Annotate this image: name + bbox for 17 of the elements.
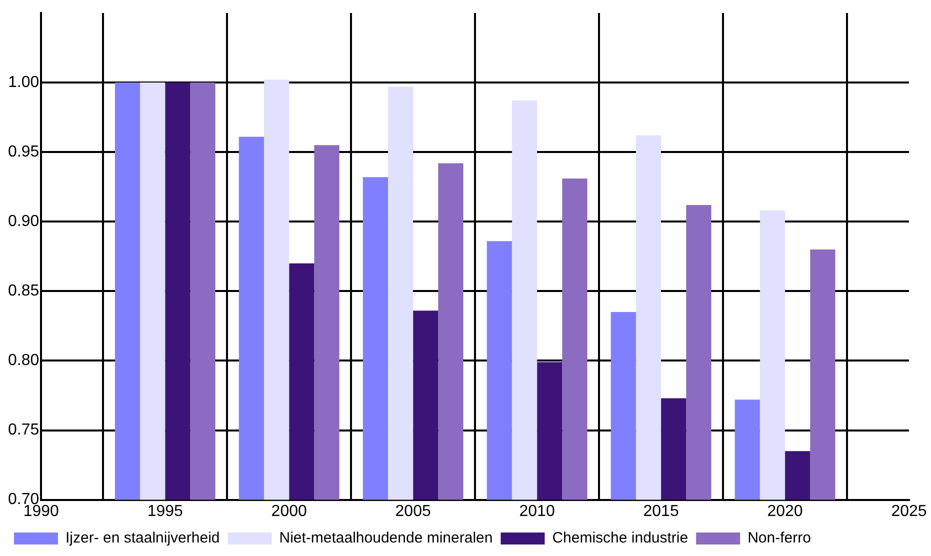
legend-label: Niet-metaalhoudende mineralen bbox=[279, 530, 493, 547]
legend-label: Chemische industrie bbox=[552, 530, 688, 547]
y-tick-label: 0.95 bbox=[8, 143, 40, 160]
x-tick-label: 1995 bbox=[147, 502, 184, 520]
y-tick-label: 0.75 bbox=[8, 422, 40, 439]
x-tick-label: 2000 bbox=[271, 502, 307, 520]
x-tick-label: 2005 bbox=[395, 502, 431, 520]
x-tick-label: 2020 bbox=[767, 502, 803, 520]
y-tick-label: 0.90 bbox=[8, 213, 40, 230]
y-tick-label: 0.85 bbox=[8, 282, 40, 300]
legend-label: Ijzer- en staalnijverheid bbox=[66, 530, 220, 547]
y-tick-label: 1.00 bbox=[8, 74, 40, 91]
x-tick-label: 2025 bbox=[891, 502, 927, 520]
y-tick-label: 0.80 bbox=[8, 352, 40, 370]
x-tick-label: 2015 bbox=[643, 502, 679, 520]
legend-label: Non-ferro bbox=[748, 530, 811, 547]
x-tick-label: 2010 bbox=[519, 502, 555, 520]
